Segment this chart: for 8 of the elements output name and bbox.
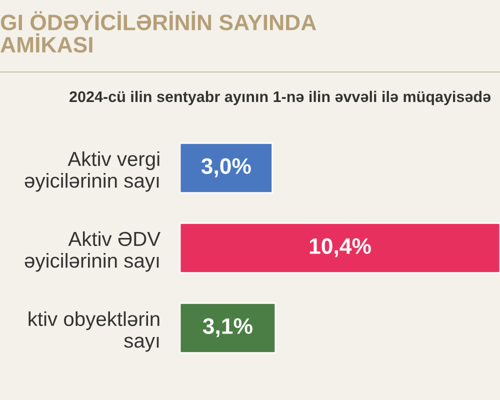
data-label: 10,4% — [310, 238, 371, 258]
data-label: 3,0% — [201, 158, 251, 178]
y-tick-label: Aktiv vergi əyicilərinin sayı — [24, 151, 160, 192]
y-tick-label: ktiv obyektlərin sayı — [28, 311, 160, 352]
chart-subtitle: 2024-cü ilin sentyabr ayının 1-nə ilin əvvəli ilə müqayisədə — [70, 90, 491, 106]
chart-title: GI ÖDƏYİCİLƏRİNİN SAYINDA AMİKASI — [0, 11, 316, 53]
data-label: 3,1% — [202, 318, 252, 338]
y-tick-label: Aktiv ƏDV əyicilərinin sayı — [24, 231, 160, 272]
